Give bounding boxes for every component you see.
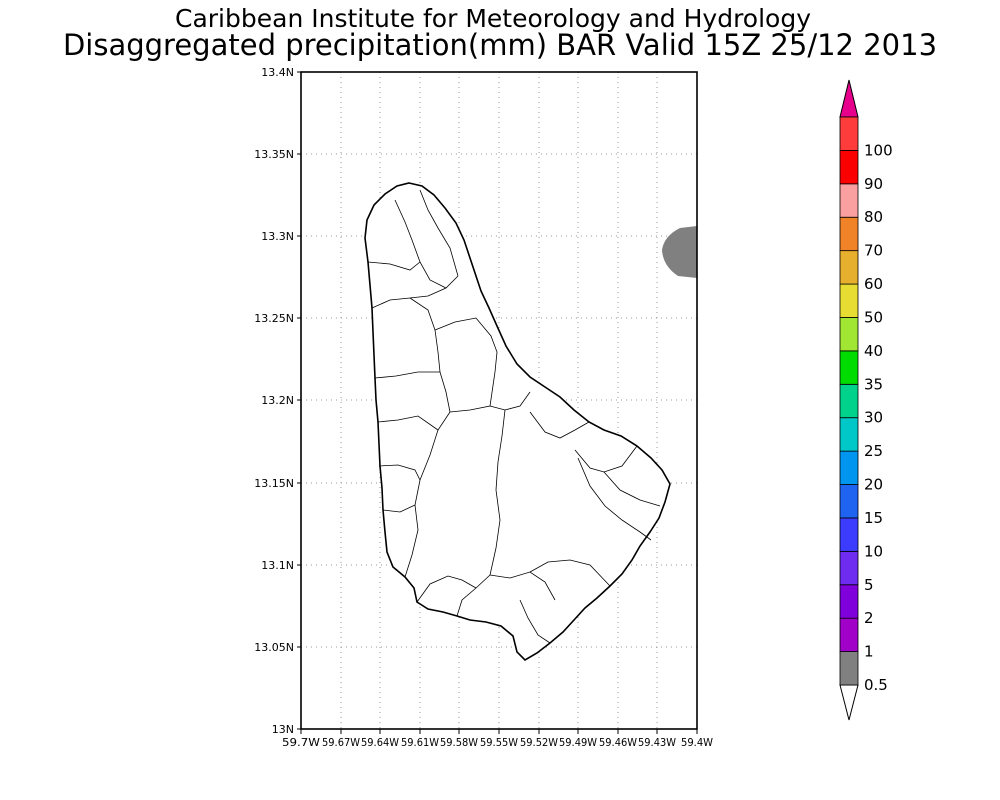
- colorbar-swatch: [839, 116, 859, 151]
- colorbar-level-label: 30: [864, 409, 883, 427]
- colorbar-level-label: 0.5: [864, 676, 888, 694]
- y-tick-label: 13.2N: [261, 394, 294, 407]
- x-tick-label: 59.43W: [638, 736, 676, 749]
- island-coastline: [364, 182, 671, 662]
- colorbar-level-label: 40: [864, 342, 883, 360]
- y-tick-label: 13.05N: [254, 641, 294, 654]
- catchment-boundaries: [367, 189, 661, 644]
- colorbar-bottom-arrow: [839, 684, 859, 721]
- colorbar-swatch: [839, 417, 859, 452]
- colorbar-swatch: [839, 216, 859, 252]
- y-tick-label: 13.4N: [261, 66, 294, 79]
- colorbar-swatch: [839, 651, 859, 686]
- y-tick-label: 13.3N: [261, 230, 294, 243]
- x-tick-label: 59.58W: [440, 736, 478, 749]
- title-institute: Caribbean Institute for Meteorology and …: [175, 4, 811, 33]
- x-tick-label: 59.61W: [401, 736, 439, 749]
- colorbar-swatch: [839, 617, 859, 652]
- x-tick-label: 59.55W: [480, 736, 518, 749]
- colorbar-swatch: [839, 250, 859, 285]
- colorbar-swatch: [839, 550, 859, 586]
- colorbar-level-label: 2: [864, 609, 874, 627]
- colorbar-level-label: 50: [864, 308, 883, 326]
- colorbar-swatch: [839, 584, 859, 619]
- colorbar-level-label: 35: [864, 375, 883, 393]
- x-axis: 59.7W 59.67W 59.64W 59.61W 59.58W 59.55W…: [282, 729, 713, 749]
- colorbar-level-label: 90: [864, 175, 883, 193]
- colorbar-level-label: 5: [864, 576, 874, 594]
- colorbar-swatch: [839, 317, 859, 352]
- colorbar-swatch: [839, 283, 859, 318]
- colorbar-swatch: [839, 517, 859, 552]
- colorbar-level-label: 15: [864, 509, 883, 527]
- colorbar-level-label: 70: [864, 242, 883, 260]
- colorbar-level-label: 100: [864, 141, 893, 159]
- colorbar-swatch: [839, 450, 859, 485]
- precip-area-gray: [662, 226, 697, 278]
- colorbar-level-label: 25: [864, 442, 883, 460]
- x-tick-label: 59.64W: [361, 736, 399, 749]
- colorbar-swatch: [839, 350, 859, 385]
- y-tick-label: 13.1N: [261, 559, 294, 572]
- colorbar-level-label: 1: [864, 643, 874, 661]
- y-tick-label: 13.25N: [254, 312, 294, 325]
- colorbar-swatch: [839, 183, 859, 218]
- title-product: Disaggregated precipitation(mm) BAR Vali…: [63, 28, 937, 62]
- y-tick-label: 13.15N: [254, 477, 294, 490]
- x-tick-label: 59.67W: [322, 736, 360, 749]
- colorbar-level-label: 60: [864, 275, 883, 293]
- y-tick-label: 13.35N: [254, 148, 294, 161]
- colorbar-swatch: [839, 484, 859, 519]
- colorbar-swatch: [839, 150, 859, 185]
- colorbar-level-label: 10: [864, 542, 883, 560]
- colorbar-swatch: [839, 383, 859, 419]
- colorbar-level-label: 80: [864, 208, 883, 226]
- x-tick-label: 59.46W: [599, 736, 637, 749]
- x-tick-label: 59.4W: [681, 736, 713, 749]
- x-tick-label: 59.52W: [520, 736, 558, 749]
- colorbar-level-label: 20: [864, 476, 883, 494]
- colorbar-top-arrow: [839, 79, 859, 118]
- y-tick-label: 13N: [272, 723, 294, 736]
- x-tick-label: 59.49W: [559, 736, 597, 749]
- x-tick-label: 59.7W: [282, 736, 320, 749]
- y-axis: 13N 13.05N 13.1N 13.15N 13.2N 13.25N 13.…: [254, 66, 301, 736]
